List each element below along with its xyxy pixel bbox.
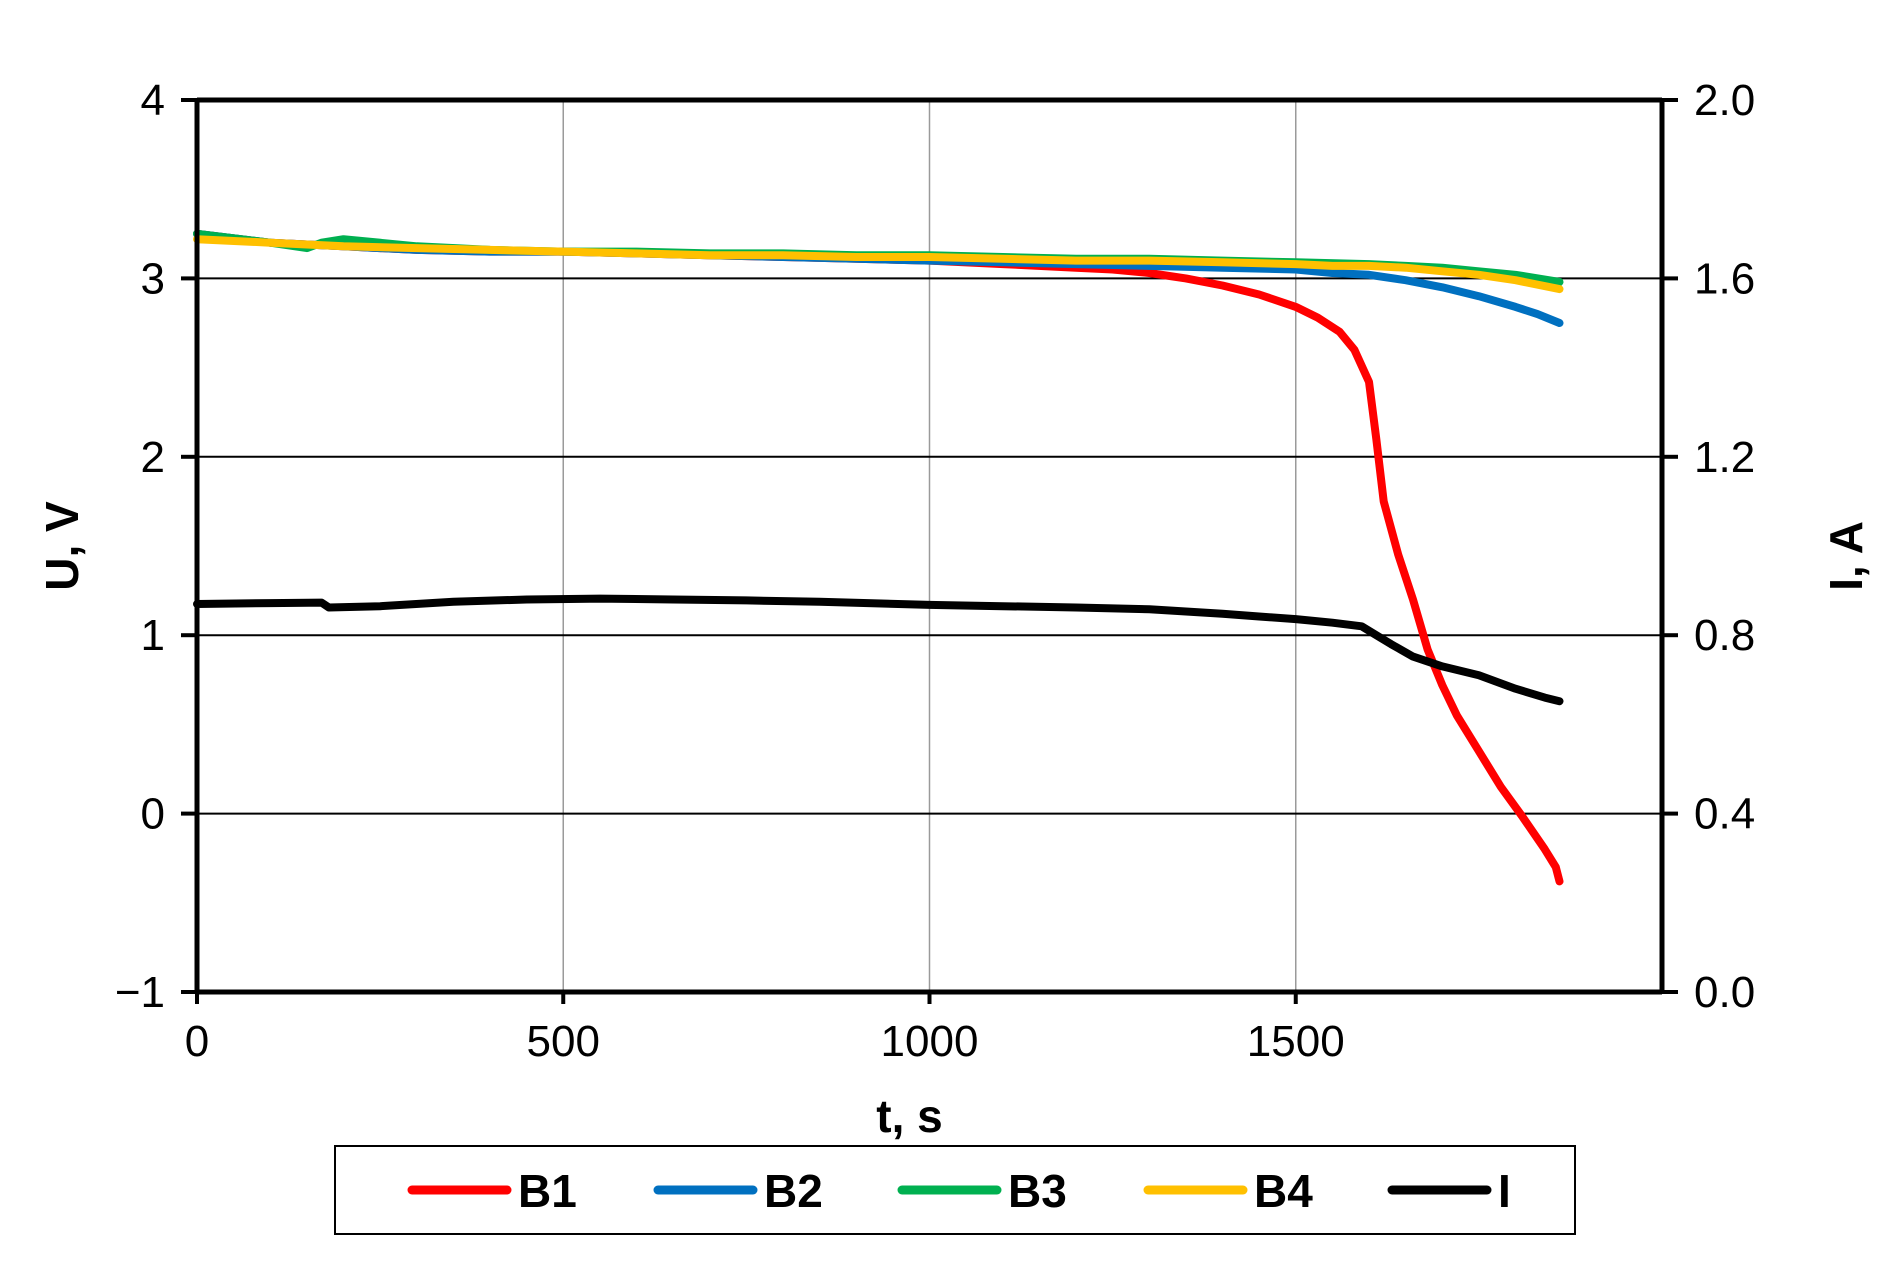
y-left-tick-label: 2 — [141, 433, 165, 482]
x-tick-label: 0 — [185, 1017, 209, 1066]
y-right-tick-label: 2.0 — [1694, 76, 1755, 125]
legend-label-B3: B3 — [1008, 1165, 1067, 1217]
series-group — [193, 229, 1564, 886]
y-left-tick-label: 4 — [141, 76, 165, 125]
y-right-tick-label: 0.0 — [1694, 968, 1755, 1017]
y-right-tick-label: 1.6 — [1694, 254, 1755, 303]
series-line-I — [193, 594, 1564, 706]
y-left-tick-label: 3 — [141, 254, 165, 303]
y-right-tick-label: 0.4 — [1694, 790, 1755, 839]
legend-label-I: I — [1498, 1165, 1511, 1217]
x-axis-title: t, s — [876, 1090, 942, 1142]
y-right-tick-label: 0.8 — [1694, 611, 1755, 660]
x-tick-label: 500 — [527, 1017, 600, 1066]
y-right-axis-title: I, A — [1820, 521, 1872, 591]
y-left-tick-label: −1 — [115, 968, 165, 1017]
legend-label-B4: B4 — [1254, 1165, 1313, 1217]
y-left-tick-label: 0 — [141, 790, 165, 839]
tick-labels: 0 500 1000 1500 −1 0 1 2 3 4 0.0 0.4 0.8 1.2 1.6 2.0 — [115, 76, 1755, 1066]
legend-label-B2: B2 — [764, 1165, 823, 1217]
legend: B1 B2 B3 B4 I — [334, 1145, 1576, 1235]
y-right-tick-label: 1.2 — [1694, 433, 1755, 482]
axes — [181, 97, 1678, 1004]
x-tick-label: 1500 — [1247, 1017, 1345, 1066]
y-left-tick-label: 1 — [141, 611, 165, 660]
legend-label-B1: B1 — [518, 1165, 577, 1217]
x-tick-label: 1000 — [881, 1017, 979, 1066]
grid — [197, 100, 1662, 992]
series-line-B4 — [193, 235, 1564, 294]
y-left-axis-title: U, V — [36, 501, 88, 591]
